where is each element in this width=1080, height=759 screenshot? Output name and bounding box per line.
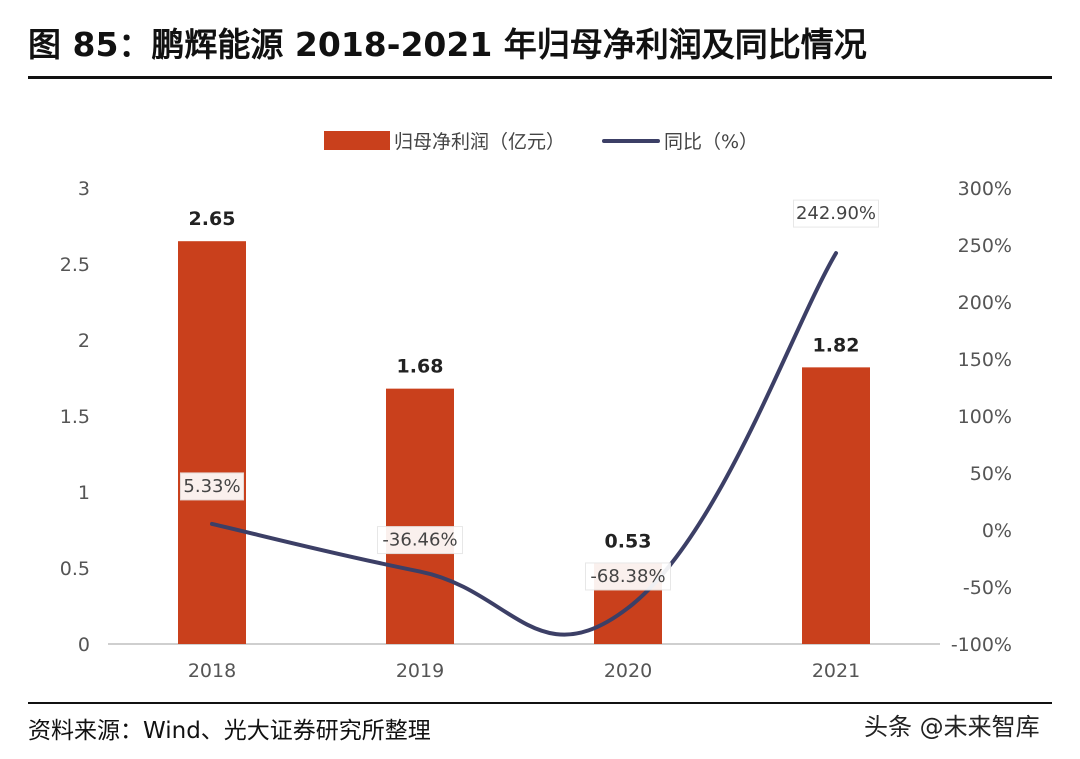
line-label-box [377,526,463,555]
line-series [210,251,838,637]
yoy-line [210,251,838,637]
source-note: 资料来源：Wind、光大证券研究所整理 [28,718,431,744]
right-tick-label: 300% [958,178,1012,200]
legend-line-label: 同比（%） [664,131,758,153]
line-label-box [180,472,244,501]
right-tick-label: 0% [982,520,1012,542]
legend-bar-swatch [324,131,390,150]
left-tick-label: 2 [78,330,90,352]
bar-value-label: 2.65 [189,208,236,230]
left-tick-label: 3 [78,178,90,200]
bar-series [178,241,870,644]
right-tick-label: -100% [951,634,1012,656]
x-tick-label: 2019 [396,660,444,682]
x-tick-label: 2021 [812,660,860,682]
line-label-box [793,199,879,228]
title-divider [28,76,1052,79]
line-value-label: -36.46% [382,530,457,551]
left-tick-label: 0.5 [60,558,90,580]
right-tick-label: 250% [958,235,1012,257]
line-value-label: 5.33% [183,476,240,497]
right-tick-label: -50% [963,577,1012,599]
left-tick-label: 1 [78,482,90,504]
right-axis: -100% -50% 0% 50% 100% 150% 200% 250% 300% [951,178,1012,656]
legend: 归母净利润（亿元） 同比（%） [324,131,758,153]
line-label-box [585,562,671,591]
chart-title: 图 85：鹏辉能源 2018-2021 年归母净利润及同比情况 [28,25,867,64]
watermark-text: 头条 @未来智库 [864,713,1040,741]
bar-labels: 2.65 1.68 0.53 1.82 [189,208,860,552]
bar-value-label: 1.68 [397,356,444,378]
bar [178,241,246,644]
x-tick-label: 2018 [188,660,236,682]
left-axis: 0 0.5 1 1.5 2 2.5 3 [60,178,90,656]
line-value-label: -68.38% [590,566,665,587]
legend-bar-label: 归母净利润（亿元） [394,131,565,153]
line-labels: 5.33% -36.46% -68.38% 242.90% [180,199,879,591]
footer-divider [28,702,1052,704]
left-tick-label: 1.5 [60,406,90,428]
bar [802,367,870,644]
left-tick-label: 0 [78,634,90,656]
bar-value-label: 0.53 [605,530,652,552]
bar-value-label: 1.82 [813,334,860,356]
left-tick-label: 2.5 [60,254,90,276]
line-value-label: 242.90% [796,203,876,224]
right-tick-label: 150% [958,349,1012,371]
x-tick-label: 2020 [604,660,652,682]
bar [386,388,454,644]
right-tick-label: 200% [958,292,1012,314]
right-tick-label: 50% [970,463,1012,485]
chart-area: 归母净利润（亿元） 同比（%） 0 0.5 1 1.5 2 2.5 3 -100% -50% 0%… [60,131,1012,682]
right-tick-label: 100% [958,406,1012,428]
watermark: 头条 @未来智库 [864,707,1040,742]
x-axis: 2018 2019 2020 2021 [188,660,860,682]
